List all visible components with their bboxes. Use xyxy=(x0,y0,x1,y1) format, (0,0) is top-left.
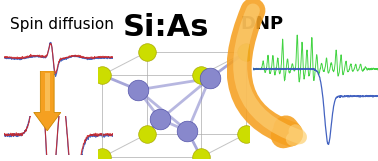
Point xyxy=(198,156,204,158)
Point xyxy=(243,51,249,53)
Text: DNP: DNP xyxy=(240,15,284,33)
Point xyxy=(99,74,105,76)
Text: Si:As: Si:As xyxy=(123,13,209,42)
Point xyxy=(144,133,150,136)
Point xyxy=(144,51,150,53)
Polygon shape xyxy=(45,73,50,111)
FancyArrowPatch shape xyxy=(240,10,300,139)
Point xyxy=(135,89,141,91)
Point xyxy=(243,133,249,136)
FancyArrowPatch shape xyxy=(239,10,291,136)
Point xyxy=(99,156,105,158)
Polygon shape xyxy=(34,71,61,131)
Point xyxy=(207,77,213,80)
Point xyxy=(198,74,204,76)
Point xyxy=(184,130,191,132)
Text: Spin diffusion: Spin diffusion xyxy=(10,17,114,32)
Point xyxy=(157,118,163,121)
